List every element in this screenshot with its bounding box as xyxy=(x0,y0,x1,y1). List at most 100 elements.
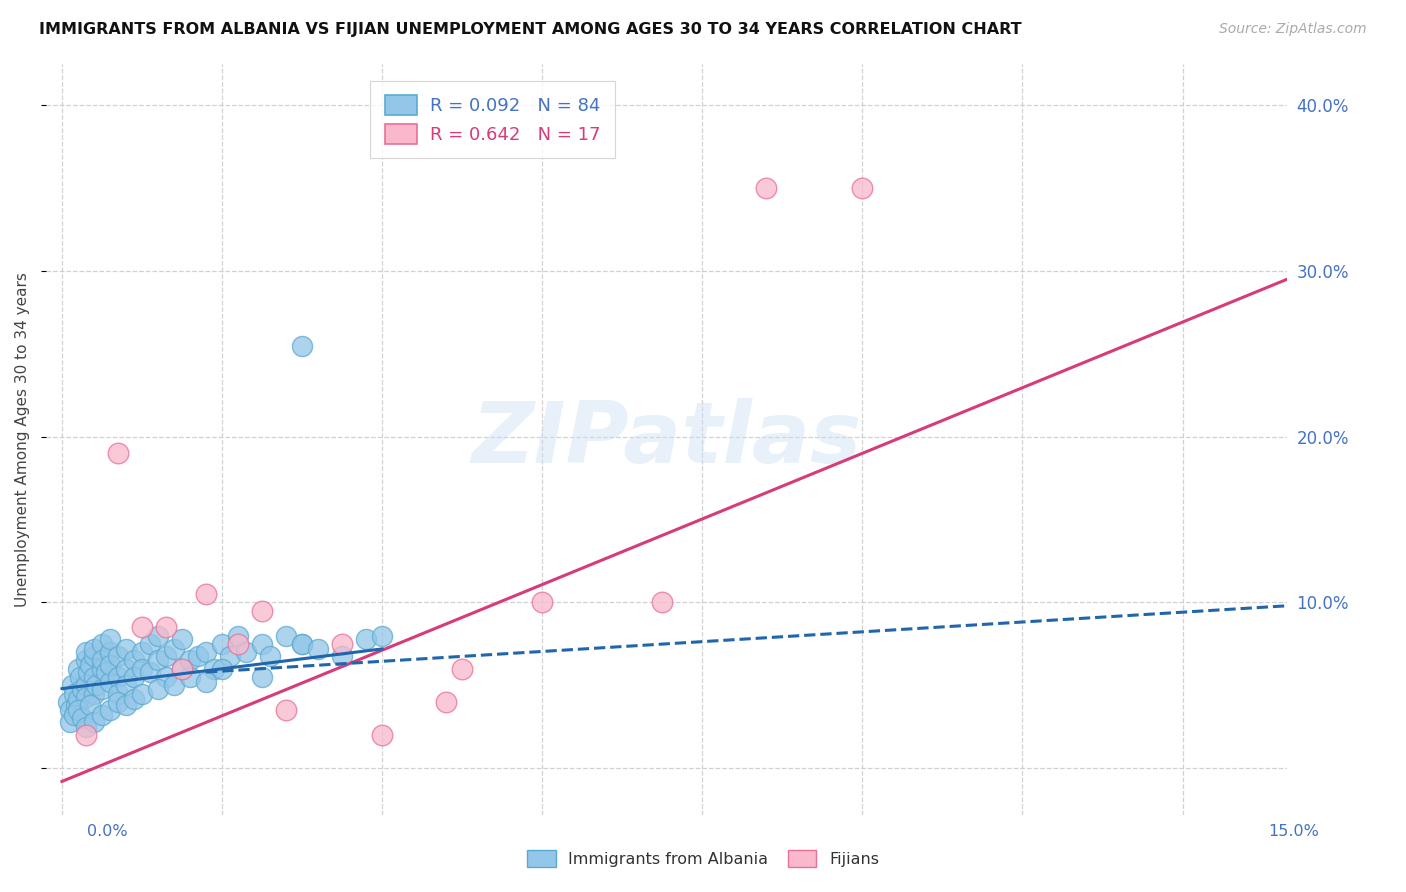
Point xyxy=(63,708,86,723)
Legend: R = 0.092   N = 84, R = 0.642   N = 17: R = 0.092 N = 84, R = 0.642 N = 17 xyxy=(370,80,614,158)
Point xyxy=(250,604,273,618)
Point xyxy=(107,687,129,701)
Point xyxy=(98,632,121,646)
Point xyxy=(371,728,394,742)
Point xyxy=(91,708,114,723)
Point xyxy=(291,637,314,651)
Point xyxy=(107,648,129,663)
Point xyxy=(60,678,83,692)
Point xyxy=(122,670,145,684)
Point xyxy=(291,637,314,651)
Point xyxy=(98,658,121,673)
Point xyxy=(107,670,129,684)
Point xyxy=(122,653,145,667)
Point xyxy=(163,678,186,692)
Point xyxy=(226,637,249,651)
Point xyxy=(851,181,873,195)
Point xyxy=(163,641,186,656)
Text: 15.0%: 15.0% xyxy=(1268,824,1319,838)
Point xyxy=(274,629,297,643)
Point xyxy=(94,665,117,679)
Point xyxy=(75,645,97,659)
Point xyxy=(59,714,82,729)
Point xyxy=(83,670,105,684)
Point xyxy=(139,637,162,651)
Point xyxy=(75,690,97,704)
Point xyxy=(91,637,114,651)
Point xyxy=(291,339,314,353)
Point xyxy=(91,662,114,676)
Point xyxy=(274,703,297,717)
Point xyxy=(83,648,105,663)
Point xyxy=(155,670,177,684)
Point xyxy=(330,637,353,651)
Point xyxy=(219,648,242,663)
Point xyxy=(146,681,169,696)
Point xyxy=(755,181,778,195)
Point xyxy=(84,678,107,692)
Point xyxy=(259,648,281,663)
Point xyxy=(115,662,138,676)
Point xyxy=(179,653,201,667)
Point xyxy=(371,629,394,643)
Legend: Immigrants from Albania, Fijians: Immigrants from Albania, Fijians xyxy=(520,843,886,873)
Point xyxy=(98,645,121,659)
Point xyxy=(75,678,97,692)
Point xyxy=(115,678,138,692)
Point xyxy=(65,698,87,713)
Point xyxy=(79,658,101,673)
Point xyxy=(155,648,177,663)
Point xyxy=(70,681,93,696)
Point xyxy=(187,648,209,663)
Point xyxy=(75,653,97,667)
Point xyxy=(170,662,193,676)
Point xyxy=(434,695,457,709)
Point xyxy=(146,653,169,667)
Point xyxy=(75,728,97,742)
Point xyxy=(651,595,673,609)
Point xyxy=(131,662,153,676)
Point xyxy=(531,595,554,609)
Point xyxy=(98,703,121,717)
Point xyxy=(70,711,93,725)
Point xyxy=(155,620,177,634)
Point xyxy=(195,645,218,659)
Point xyxy=(146,629,169,643)
Point xyxy=(69,670,91,684)
Point xyxy=(131,687,153,701)
Point xyxy=(83,714,105,729)
Text: Source: ZipAtlas.com: Source: ZipAtlas.com xyxy=(1219,22,1367,37)
Point xyxy=(91,653,114,667)
Point xyxy=(115,698,138,713)
Point xyxy=(235,645,257,659)
Point xyxy=(131,645,153,659)
Point xyxy=(179,670,201,684)
Point xyxy=(195,675,218,690)
Point xyxy=(59,703,82,717)
Point xyxy=(66,691,89,706)
Y-axis label: Unemployment Among Ages 30 to 34 years: Unemployment Among Ages 30 to 34 years xyxy=(15,272,30,607)
Point xyxy=(202,662,225,676)
Point xyxy=(211,637,233,651)
Point xyxy=(250,637,273,651)
Point xyxy=(79,698,101,713)
Point xyxy=(139,665,162,679)
Point xyxy=(330,648,353,663)
Point xyxy=(63,687,86,701)
Point xyxy=(250,670,273,684)
Point xyxy=(107,446,129,460)
Point xyxy=(170,662,193,676)
Point xyxy=(451,662,474,676)
Text: ZIPatlas: ZIPatlas xyxy=(471,398,862,481)
Text: IMMIGRANTS FROM ALBANIA VS FIJIAN UNEMPLOYMENT AMONG AGES 30 TO 34 YEARS CORRELA: IMMIGRANTS FROM ALBANIA VS FIJIAN UNEMPL… xyxy=(39,22,1022,37)
Point xyxy=(115,641,138,656)
Point xyxy=(131,620,153,634)
Point xyxy=(226,629,249,643)
Point xyxy=(58,695,80,709)
Point xyxy=(107,695,129,709)
Point xyxy=(83,641,105,656)
Point xyxy=(91,681,114,696)
Point xyxy=(211,662,233,676)
Point xyxy=(66,662,89,676)
Point xyxy=(83,687,105,701)
